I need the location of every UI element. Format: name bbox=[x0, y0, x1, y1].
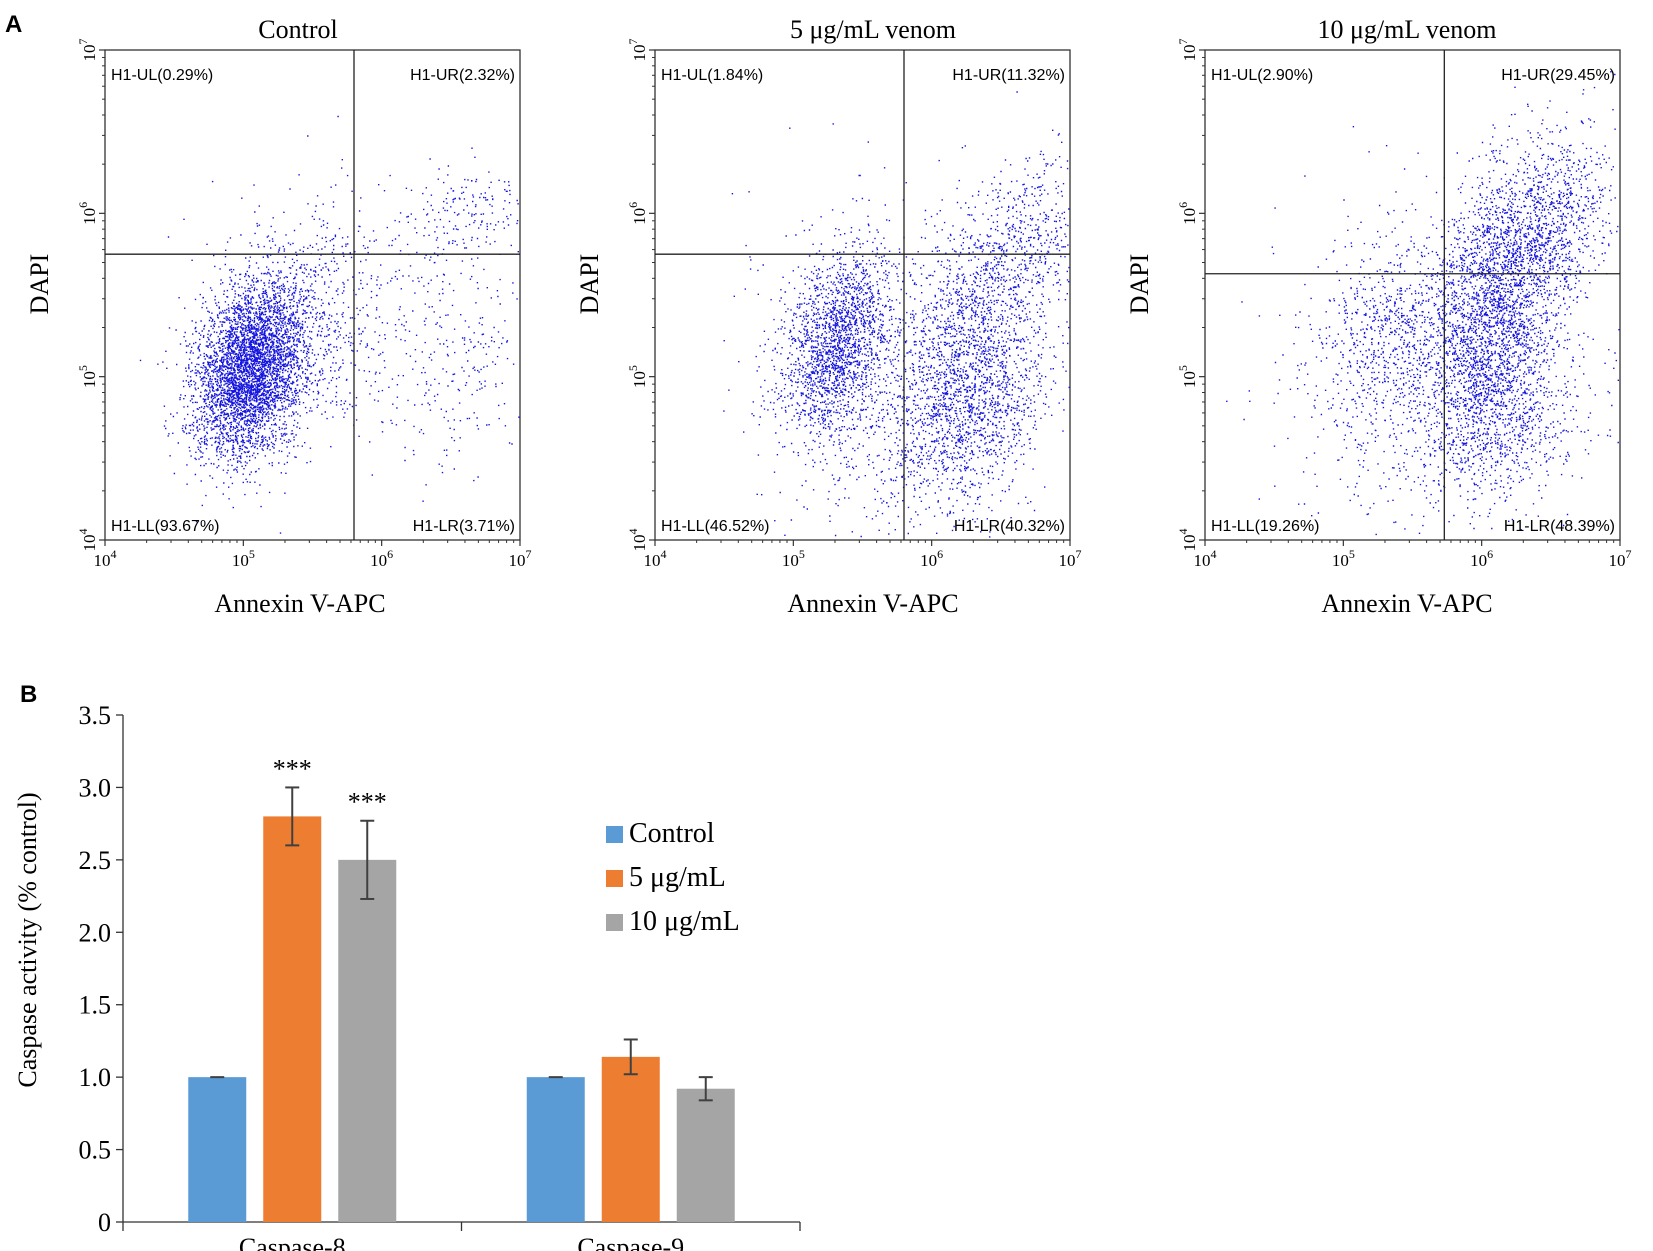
flow-plot-quadrant-ur: H1-UR(2.32%) bbox=[410, 67, 515, 84]
flow-x-tick-label: 104 bbox=[1194, 547, 1217, 570]
flow-plot-xlabel: Annexin V-APC bbox=[1321, 589, 1492, 618]
flow-events bbox=[723, 91, 1070, 538]
flow-y-tick-label: 105 bbox=[1176, 365, 1199, 388]
bar-y-tick-label: 0.5 bbox=[79, 1136, 112, 1165]
bar-y-tick-label: 2.5 bbox=[79, 846, 112, 875]
flow-plot-frame bbox=[654, 49, 1071, 541]
flow-events bbox=[1226, 71, 1620, 536]
bar-y-tick-label: 2.0 bbox=[79, 918, 112, 947]
flow-y-tick-label: 104 bbox=[1176, 529, 1199, 552]
bar bbox=[676, 1088, 735, 1222]
bar-chart-y-axis: 0 0.5 1.0 1.5 2.0 2.5 3.0 3.5 bbox=[79, 701, 124, 1237]
flow-x-tick-label: 106 bbox=[920, 547, 943, 570]
bar-chart-error-bars bbox=[210, 786, 713, 1102]
flow-plot-xlabel: Annexin V-APC bbox=[787, 589, 958, 618]
bar-chart-x-axis: Caspase-8 Caspase-9 bbox=[122, 1221, 801, 1251]
flow-plot-quadrant-ur: H1-UR(11.32%) bbox=[952, 67, 1065, 84]
legend-swatch bbox=[606, 914, 623, 931]
flow-y-tick-label: 105 bbox=[626, 365, 649, 388]
flow-plot-quadrant-ul: H1-UL(1.84%) bbox=[661, 67, 763, 84]
bar-y-tick-label: 3.5 bbox=[79, 701, 112, 730]
flow-events bbox=[139, 115, 520, 534]
flow-y-tick-label: 104 bbox=[76, 529, 99, 552]
flow-plot-quadrant-ll: H1-LL(19.26%) bbox=[1211, 518, 1320, 535]
flow-plot-events bbox=[139, 115, 520, 534]
caspase-bar-chart: Caspase activity (% control) 0 0.5 1.0 1.5 2… bbox=[13, 701, 801, 1251]
flow-plot-quadrant-lr: H1-LR(3.71%) bbox=[413, 518, 515, 535]
bar-chart-ylabel: Caspase activity (% control) bbox=[13, 792, 42, 1087]
flow-plot-ticks: 104 105 106 107 104 105 106 107 bbox=[76, 39, 532, 571]
panel-b-label: B bbox=[20, 681, 37, 708]
flow-plot-control: Control Annexin V-APC DAPI H1-UL(0.29%) … bbox=[25, 15, 532, 618]
flow-plot-quadrant-ul: H1-UL(2.90%) bbox=[1211, 67, 1313, 84]
flow-plot-xlabel: Annexin V-APC bbox=[214, 589, 385, 618]
flow-plot-ylabel: DAPI bbox=[25, 254, 54, 315]
bar-y-tick-label: 1.0 bbox=[79, 1063, 112, 1092]
flow-x-tick-label: 107 bbox=[1609, 547, 1632, 570]
flow-plot-ylabel: DAPI bbox=[1125, 254, 1154, 315]
bar-y-tick-label: 3.0 bbox=[79, 773, 112, 802]
flow-plot-ticks: 104 105 106 107 104 105 106 107 bbox=[1176, 39, 1632, 571]
flow-y-tick-label: 104 bbox=[626, 529, 649, 552]
flow-x-tick-label: 105 bbox=[1332, 547, 1355, 570]
bar-x-tick-label: Caspase-8 bbox=[239, 1233, 346, 1251]
flow-x-tick-label: 105 bbox=[782, 547, 805, 570]
legend-label: 10 μg/mL bbox=[629, 906, 740, 937]
flow-plot-ticks: 104 105 106 107 104 105 106 107 bbox=[626, 39, 1082, 571]
flow-x-tick-label: 104 bbox=[644, 547, 667, 570]
flow-x-tick-label: 104 bbox=[94, 547, 117, 570]
panel-a-label: A bbox=[5, 11, 22, 38]
legend-label: Control bbox=[629, 818, 715, 849]
flow-plot-quadrant-lr: H1-LR(40.32%) bbox=[954, 518, 1065, 535]
legend-swatch bbox=[606, 870, 623, 887]
flow-plot-title: Control bbox=[258, 15, 337, 44]
bar bbox=[526, 1077, 585, 1222]
bar bbox=[263, 816, 322, 1222]
flow-y-tick-label: 107 bbox=[76, 39, 99, 62]
bar-chart-legend: Control 5 μg/mL 10 μg/mL bbox=[606, 818, 740, 937]
significance-marker: *** bbox=[273, 754, 312, 783]
flow-x-tick-label: 107 bbox=[1059, 547, 1082, 570]
flow-plot-ylabel: DAPI bbox=[575, 254, 604, 315]
bar-y-tick-label: 0 bbox=[98, 1208, 111, 1237]
flow-y-tick-label: 106 bbox=[626, 202, 649, 225]
bar-y-tick-label: 1.5 bbox=[79, 991, 112, 1020]
flow-y-tick-label: 105 bbox=[76, 365, 99, 388]
flow-x-tick-label: 106 bbox=[370, 547, 393, 570]
flow-y-tick-label: 107 bbox=[626, 39, 649, 62]
flow-plot-quadrant-ll: H1-LL(46.52%) bbox=[661, 518, 770, 535]
bar-chart-annotations: *** *** bbox=[273, 754, 387, 816]
flow-plot-quadrant-ll: H1-LL(93.67%) bbox=[111, 518, 220, 535]
legend-swatch bbox=[606, 826, 623, 843]
legend-label: 5 μg/mL bbox=[629, 862, 726, 893]
bar bbox=[338, 859, 397, 1222]
flow-plot-quadrant-lr: H1-LR(48.39%) bbox=[1504, 518, 1615, 535]
flow-plot-5ug: 5 μg/mL venom Annexin V-APC DAPI H1-UL(1… bbox=[575, 15, 1082, 618]
bar bbox=[601, 1056, 660, 1222]
flow-plot-title: 10 μg/mL venom bbox=[1317, 15, 1496, 44]
bar bbox=[188, 1077, 247, 1222]
flow-plot-events bbox=[723, 91, 1070, 538]
flow-y-tick-label: 107 bbox=[1176, 39, 1199, 62]
bar-chart-bars bbox=[188, 816, 735, 1222]
flow-plot-frame bbox=[104, 49, 521, 541]
flow-plot-10ug: 10 μg/mL venom Annexin V-APC DAPI H1-UL(… bbox=[1125, 15, 1632, 618]
flow-x-tick-label: 105 bbox=[232, 547, 255, 570]
flow-plot-title: 5 μg/mL venom bbox=[790, 15, 956, 44]
flow-plot-quadrant-ul: H1-UL(0.29%) bbox=[111, 67, 213, 84]
flow-x-tick-label: 106 bbox=[1470, 547, 1493, 570]
flow-plot-frame bbox=[1204, 49, 1621, 541]
flow-plot-quadrant-ur: H1-UR(29.45%) bbox=[1501, 67, 1615, 84]
flow-y-tick-label: 106 bbox=[1176, 202, 1199, 225]
bar-x-tick-label: Caspase-9 bbox=[577, 1233, 684, 1251]
flow-x-tick-label: 107 bbox=[509, 547, 532, 570]
significance-marker: *** bbox=[348, 788, 387, 817]
flow-y-tick-label: 106 bbox=[76, 202, 99, 225]
flow-plot-events bbox=[1226, 71, 1620, 536]
